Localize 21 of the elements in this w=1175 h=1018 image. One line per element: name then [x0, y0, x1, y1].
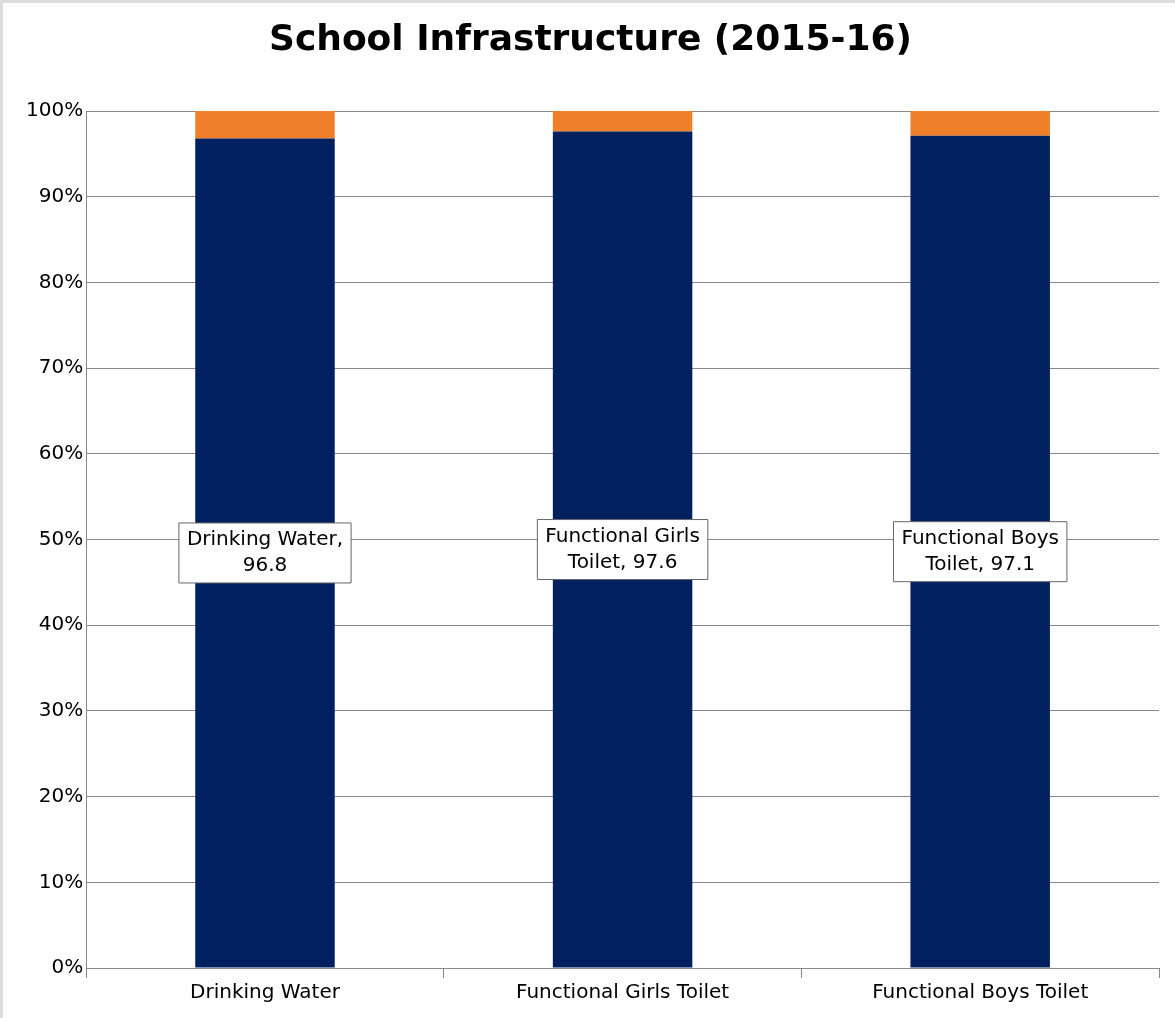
y-tick-label: 30% — [38, 697, 84, 722]
bar — [910, 111, 1050, 136]
data-label: Functional Boys Toilet, 97.1 — [901, 524, 1059, 575]
bar — [552, 111, 693, 132]
y-tick-label: 50% — [38, 525, 84, 550]
y-tick-label: 90% — [38, 182, 84, 207]
y-tick-label: 40% — [38, 611, 84, 636]
y-tick-label: 10% — [38, 868, 84, 893]
y-tick-label: 20% — [38, 782, 84, 807]
chart-title: School Infrastructure (2015-16) — [268, 17, 913, 58]
y-tick-label: 0% — [51, 954, 84, 979]
x-tick-label: Functional Boys Toilet — [872, 979, 1089, 1004]
data-label: Drinking Water, 96.8 — [186, 526, 344, 577]
y-tick-label: 80% — [38, 268, 84, 293]
bar — [195, 111, 335, 139]
y-tick-label: 60% — [38, 440, 84, 464]
y-tick-label: 70% — [38, 354, 84, 379]
data-label: Functional Girls Toilet, 97.6 — [545, 522, 700, 573]
x-tick-label: Drinking Water — [190, 979, 341, 1004]
x-tick-label: Functional Girls Toilet — [516, 979, 730, 1004]
y-tick-label: 100% — [25, 97, 84, 122]
